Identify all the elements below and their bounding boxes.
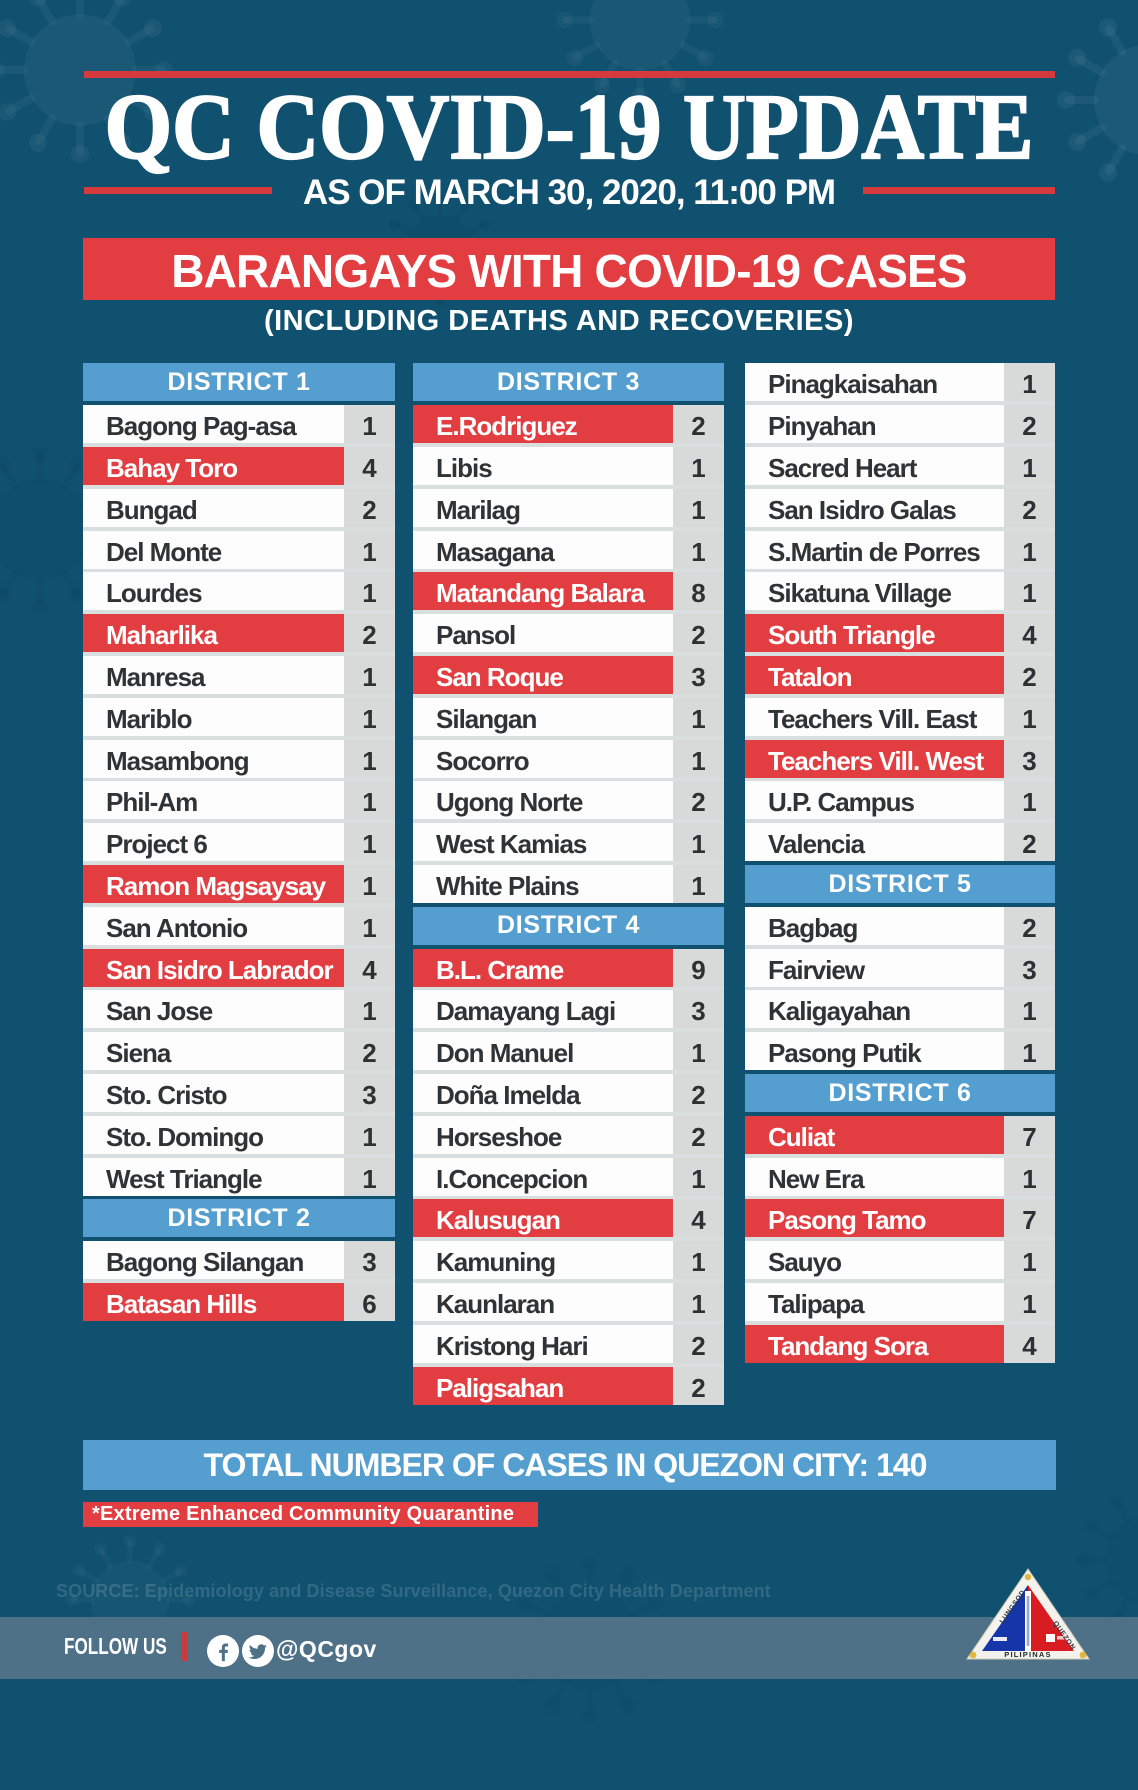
- svg-text:PILIPINAS: PILIPINAS: [1004, 1650, 1051, 1659]
